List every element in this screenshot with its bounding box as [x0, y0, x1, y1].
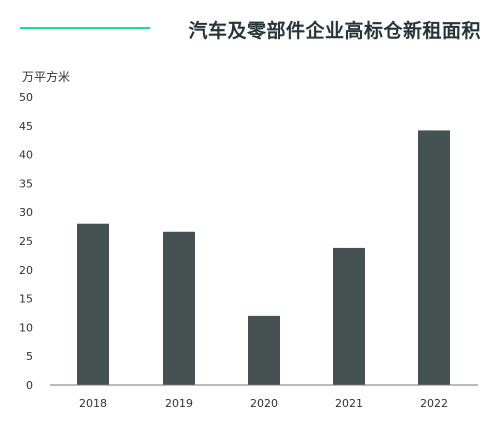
y-tick-label: 20: [19, 264, 33, 277]
x-tick-label: 2018: [79, 397, 107, 410]
chart-title: 汽车及零部件企业高标仓新租面积: [188, 20, 481, 42]
bars: [77, 130, 450, 385]
y-tick-label: 40: [19, 149, 33, 162]
bar-2018: [77, 223, 109, 385]
x-tick-label: 2022: [420, 397, 448, 410]
y-tick-label: 5: [26, 350, 33, 363]
bar-2022: [418, 130, 450, 385]
y-tick-label: 10: [19, 321, 33, 334]
y-tick-label: 35: [19, 177, 33, 190]
title-accent-line: [20, 27, 150, 29]
y-tick-label: 50: [19, 91, 33, 104]
bar-2021: [333, 247, 365, 385]
bar-2020: [248, 315, 280, 385]
y-tick-label: 0: [26, 379, 33, 392]
y-axis-ticks: 0 5 10 15 20 25 30 35 40 45 50: [19, 91, 33, 392]
y-tick-label: 15: [19, 293, 33, 306]
x-axis-ticks: 2018 2019 2020 2021 2022: [79, 397, 448, 410]
x-tick-label: 2019: [165, 397, 193, 410]
x-tick-label: 2021: [335, 397, 363, 410]
bar-2019: [163, 231, 195, 385]
y-tick-label: 45: [19, 120, 33, 133]
y-tick-label: 25: [19, 235, 33, 248]
y-axis-unit-label: 万平方米: [22, 70, 71, 84]
x-tick-label: 2020: [250, 397, 278, 410]
y-tick-label: 30: [19, 206, 33, 219]
